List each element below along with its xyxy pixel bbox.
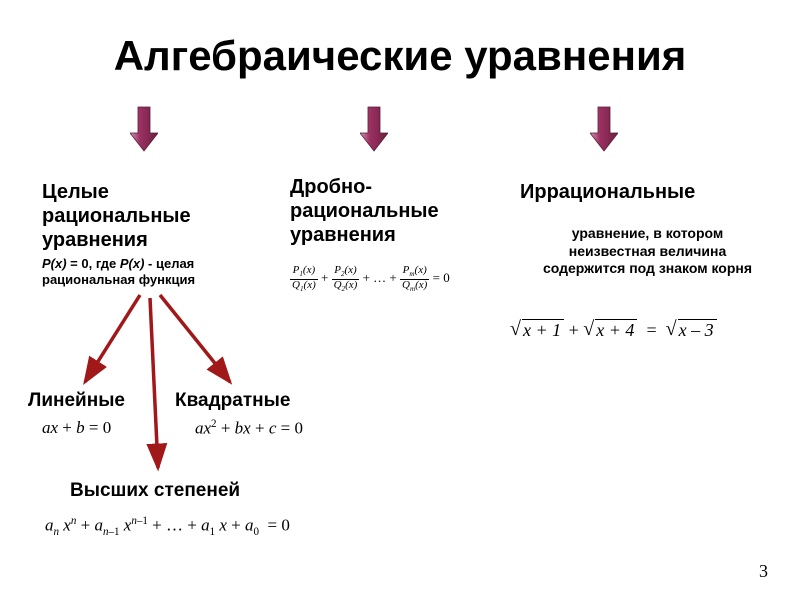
arrow-down-2 xyxy=(360,105,388,153)
higher-label: Высших степеней xyxy=(70,480,240,502)
quadratic-formula: ax2 + bx + c = 0 xyxy=(195,418,303,439)
fractional-formula: P1(x)Q1(x) + P2(x)Q2(x) + … + Pm(x)Qm(x)… xyxy=(290,265,510,293)
rational-label-1: Целые xyxy=(42,180,252,204)
linear-label: Линейные xyxy=(28,390,125,412)
rational-label-3: уравнения xyxy=(42,228,252,252)
irrational-label: Иррациональные xyxy=(520,180,760,204)
fractional-label-2: рациональные xyxy=(290,199,490,223)
arrow-down-3 xyxy=(590,105,618,153)
irrational-heading: Иррациональные xyxy=(520,180,760,204)
rational-heading: Целые рациональные уравнения P(x) = 0, г… xyxy=(42,180,252,289)
rational-desc: P(x) = 0, где P(x) - целая рациональная … xyxy=(42,256,252,289)
arrow-down-1 xyxy=(130,105,158,153)
linear-formula: ax + b = 0 xyxy=(42,418,111,438)
irrational-desc: уравнение, в котором неизвестная величин… xyxy=(530,225,765,278)
rational-label-2: рациональные xyxy=(42,204,252,228)
irrational-formula: x + 1 + x + 4 = x – 3 xyxy=(510,320,780,341)
page-title: Алгебраические уравнения xyxy=(40,32,760,80)
branch-arrows xyxy=(80,290,300,480)
page-number: 3 xyxy=(759,561,768,582)
higher-formula: an xn + an–1 xn–1 + … + a1 x + a0 = 0 xyxy=(45,515,290,538)
quadratic-label: Квадратные xyxy=(175,390,290,412)
fractional-heading: Дробно- рациональные уравнения xyxy=(290,175,490,247)
fractional-label-1: Дробно- xyxy=(290,175,490,199)
fractional-label-3: уравнения xyxy=(290,223,490,247)
